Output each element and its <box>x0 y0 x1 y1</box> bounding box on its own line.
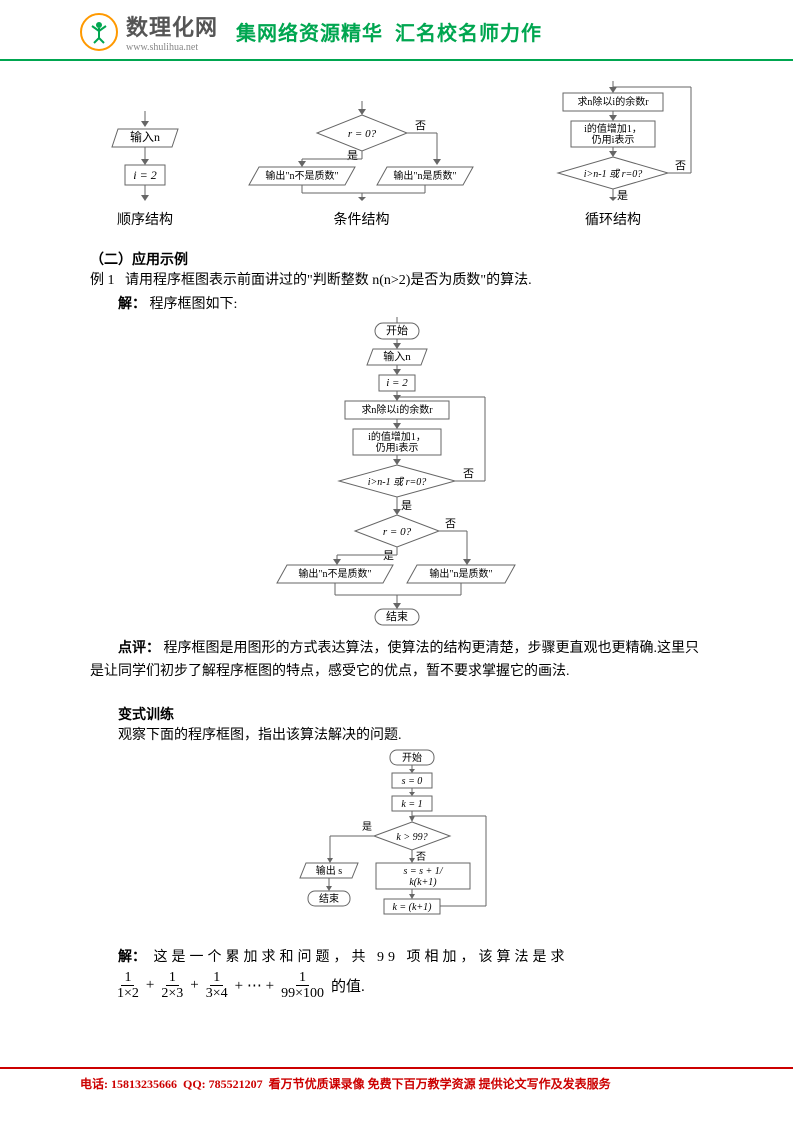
main-flowchart: 开始 输入n i = 2 求n除以i的余数r i的值增加1， 仍用i表示 i>n… <box>267 317 527 637</box>
vf-k1: k = 1 <box>401 799 422 810</box>
answer-text: 这是一个累加求和问题，共 99 项相加，该算法是求 <box>154 950 569 965</box>
logo-title: 数理化网 www.shulihua.net <box>126 10 218 53</box>
variant-text: 观察下面的程序框图，指出该算法解决的问题. <box>90 724 703 748</box>
cond-yes: 是 <box>347 149 358 162</box>
comment-label: 点评： <box>118 641 160 656</box>
qq-label: QQ: <box>183 1077 206 1091</box>
formula-suffix: 的值. <box>331 975 365 996</box>
vf-s0: s = 0 <box>402 776 423 787</box>
loop-no: 否 <box>675 160 686 172</box>
solution-text: 程序框图如下: <box>150 297 238 312</box>
vf-out: 输出 s <box>316 864 342 877</box>
loop-diagram: 求n除以i的余数r i的值增加1， 仍用i表示 i>n-1 或 r=0? 否 是 <box>523 81 703 201</box>
cond-no: 否 <box>415 120 426 132</box>
sequential-diagram: 输入n i = 2 <box>100 111 190 201</box>
cond-out-not: 输出"n不是质数" <box>265 169 338 182</box>
fc-dec2-no: 否 <box>445 518 456 530</box>
conditional-block: r = 0? 否 是 输出"n不是质数" 输出"n是质数" <box>247 101 477 229</box>
fc-assign: i = 2 <box>386 377 408 389</box>
page-header: 数理化网 www.shulihua.net 集网络资源精华 汇名校名师力作 <box>0 0 793 61</box>
cond-out-is: 输出"n是质数" <box>393 169 456 182</box>
loop-step2a: i的值增加1， <box>584 122 642 135</box>
slogan: 集网络资源精华 汇名校名师力作 <box>236 17 542 46</box>
logo-wrap: 数理化网 www.shulihua.net <box>80 10 218 53</box>
vf-dec: k > 99? <box>396 832 427 843</box>
comment-text: 程序框图是用图形的方式表达算法，使算法的结构更清楚，步骤更直观也更精确.这里只是… <box>90 641 699 680</box>
fc-rem: 求n除以i的余数r <box>361 403 433 416</box>
vf-updK: k = (k+1) <box>392 902 432 913</box>
vf-updS2: k(k+1) <box>409 877 437 888</box>
seq-label: 顺序结构 <box>90 209 200 229</box>
fc-dec1-no: 否 <box>463 468 474 480</box>
formula: 11×2 + 12×3 + 13×4 + ⋯ + 199×100 的值. <box>114 970 703 1002</box>
fc-out-is: 输出"n是质数" <box>429 567 492 580</box>
footer-text: 看万节优质课录像 免费下百万教学资源 提供论文写作及发表服务 <box>269 1077 611 1091</box>
ex1-label: 例 1 <box>90 273 115 288</box>
site-url: www.shulihua.net <box>126 42 218 53</box>
loop-dec: i>n-1 或 r=0? <box>584 168 643 180</box>
cond-decision: r = 0? <box>347 128 376 140</box>
loop-yes: 是 <box>617 189 628 201</box>
structures-row: 输入n i = 2 顺序结构 r = 0? 否 是 <box>90 81 703 229</box>
fc-dec2: r = 0? <box>382 526 411 538</box>
loop-label: 循环结构 <box>523 209 703 229</box>
fc-input: 输入n <box>383 349 411 363</box>
ex1-text: 请用程序框图表示前面讲过的"判断整数 n(n>2)是否为质数"的算法. <box>125 273 532 288</box>
frac-n: 199×100 <box>278 970 327 1002</box>
vf-no: 否 <box>416 851 426 863</box>
vf-yes: 是 <box>362 821 372 833</box>
loop-step1: 求n除以i的余数r <box>577 95 649 108</box>
frac-1: 11×2 <box>114 970 142 1002</box>
qq-value: 785521207 <box>209 1077 263 1091</box>
loop-block: 求n除以i的余数r i的值增加1， 仍用i表示 i>n-1 或 r=0? 否 是… <box>523 81 703 229</box>
loop-step2b: 仍用i表示 <box>592 133 635 146</box>
answer-line: 解： 这是一个累加求和问题，共 99 项相加，该算法是求 <box>90 946 703 970</box>
cond-label: 条件结构 <box>247 209 477 229</box>
comment-line: 点评： 程序框图是用图形的方式表达算法，使算法的结构更清楚，步骤更直观也更精确.… <box>90 637 703 685</box>
vf-start: 开始 <box>402 751 422 764</box>
fc-inc2: 仍用i表示 <box>375 441 418 454</box>
phone-value: 15813235666 <box>111 1077 177 1091</box>
page-content: 输入n i = 2 顺序结构 r = 0? 否 是 <box>0 61 793 1012</box>
plus-3: + ⋯ + <box>235 976 274 995</box>
phone-label: 电话: <box>80 1077 108 1091</box>
answer-label: 解： <box>118 950 146 965</box>
solution-line: 解： 程序框图如下: <box>90 293 703 317</box>
fc-out-not: 输出"n不是质数" <box>298 567 371 580</box>
vf-updS1: s = s + 1/ <box>403 866 443 877</box>
frac-2: 12×3 <box>158 970 186 1002</box>
ex1-line: 例 1 请用程序框图表示前面讲过的"判断整数 n(n>2)是否为质数"的算法. <box>90 269 703 293</box>
page-footer: 电话: 15813235666 QQ: 785521207 看万节优质课录像 免… <box>0 1067 793 1092</box>
variant-flowchart: 开始 s = 0 k = 1 k > 99? 是 否 输出 s 结束 s = s… <box>290 748 500 938</box>
logo-icon <box>80 13 118 51</box>
seq-assign: i = 2 <box>133 168 156 182</box>
seq-input: 输入n <box>130 129 160 144</box>
slogan-part2: 汇名校名师力作 <box>395 23 542 45</box>
fc-dec1: i>n-1 或 r=0? <box>367 476 426 488</box>
fc-start: 开始 <box>386 323 408 337</box>
solution-label: 解： <box>118 297 146 312</box>
vf-end: 结束 <box>319 892 339 905</box>
site-name: 数理化网 <box>126 10 218 42</box>
fc-inc1: i的值增加1， <box>368 430 426 443</box>
conditional-diagram: r = 0? 否 是 输出"n不是质数" 输出"n是质数" <box>247 101 477 201</box>
plus-1: + <box>146 977 154 994</box>
slogan-part1: 集网络资源精华 <box>236 23 383 45</box>
sequential-block: 输入n i = 2 顺序结构 <box>90 111 200 229</box>
plus-2: + <box>190 977 198 994</box>
section2-title: （二）应用示例 <box>90 249 703 269</box>
fc-end: 结束 <box>386 610 408 623</box>
frac-3: 13×4 <box>203 970 231 1002</box>
variant-title: 变式训练 <box>90 704 703 724</box>
fc-dec1-yes: 是 <box>401 499 412 512</box>
